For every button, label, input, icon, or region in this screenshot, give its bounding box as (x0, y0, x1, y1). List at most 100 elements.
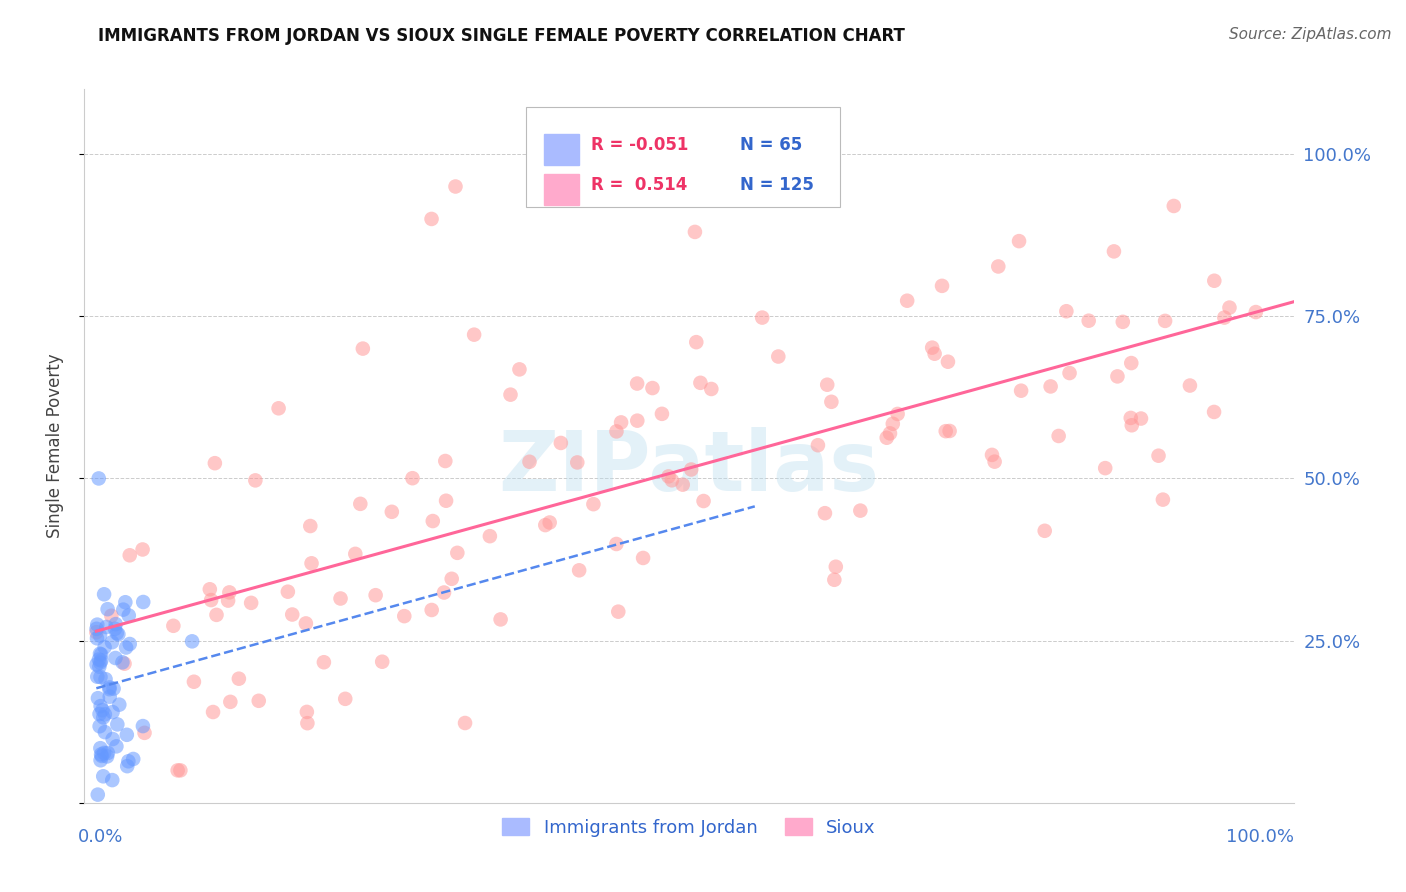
Point (118, 637, 141, 651)
Point (86, 657, 108, 672)
Text: N = 65: N = 65 (740, 136, 801, 154)
Point (181, 634, 204, 648)
Point (672, 477, 695, 491)
Point (90, 648, 112, 662)
Point (692, 494, 714, 508)
Point (228, 672, 250, 686)
Point (1202, 405, 1225, 419)
Point (381, 505, 404, 519)
Point (1094, 461, 1116, 475)
Point (89, 706, 111, 721)
Point (1204, 274, 1226, 288)
Point (768, 350, 790, 364)
Point (98, 690, 121, 704)
Point (626, 376, 648, 391)
Point (98, 682, 121, 697)
Point (1107, 369, 1129, 384)
Point (1121, 418, 1143, 433)
Point (422, 514, 444, 528)
Point (118, 549, 141, 563)
Point (607, 605, 630, 619)
Point (626, 414, 648, 428)
Point (1008, 234, 1031, 248)
Point (169, 764, 191, 778)
Point (91, 710, 114, 724)
Point (489, 612, 512, 626)
Point (700, 382, 723, 396)
Point (218, 585, 240, 599)
Point (886, 407, 908, 421)
Point (938, 424, 960, 438)
Point (295, 616, 318, 631)
Point (433, 585, 456, 599)
Point (90, 699, 112, 714)
Point (89, 670, 111, 684)
Point (519, 455, 541, 469)
Point (277, 584, 299, 599)
Point (267, 401, 290, 416)
Point (499, 387, 522, 401)
Text: IMMIGRANTS FROM JORDAN VS SIOUX SINGLE FEMALE POVERTY CORRELATION CHART: IMMIGRANTS FROM JORDAN VS SIOUX SINGLE F… (98, 27, 905, 45)
Point (200, 593, 222, 607)
Point (94, 707, 117, 722)
Point (394, 609, 416, 624)
Point (1178, 378, 1201, 392)
Point (90, 748, 112, 763)
Point (981, 448, 1004, 462)
Point (876, 431, 898, 445)
Point (89, 647, 111, 661)
Point (117, 754, 139, 768)
Point (1152, 492, 1174, 507)
Point (112, 602, 135, 616)
Point (823, 573, 845, 587)
Point (93, 640, 115, 654)
Point (987, 260, 1010, 274)
Text: R = -0.051: R = -0.051 (591, 136, 689, 154)
Point (86, 632, 108, 646)
Point (105, 626, 128, 640)
Point (582, 497, 605, 511)
Point (87, 652, 110, 666)
Point (94, 725, 117, 739)
Point (921, 341, 943, 355)
Point (205, 607, 228, 622)
Point (90, 653, 112, 667)
Point (434, 454, 457, 468)
Point (610, 416, 633, 430)
Point (820, 394, 842, 409)
Point (281, 607, 304, 622)
Point (1244, 305, 1267, 319)
Point (89, 659, 111, 673)
Point (295, 705, 318, 719)
Point (105, 717, 128, 731)
Point (86, 625, 108, 640)
Point (204, 456, 226, 470)
Point (444, 179, 467, 194)
Point (1039, 379, 1062, 393)
Point (1102, 244, 1125, 259)
Point (183, 674, 205, 689)
Point (434, 493, 457, 508)
Point (508, 362, 530, 376)
Point (312, 655, 335, 669)
Point (478, 529, 501, 543)
Point (115, 640, 138, 655)
Point (299, 519, 322, 533)
Point (879, 426, 901, 441)
Point (1121, 356, 1143, 370)
Point (202, 705, 225, 719)
Point (240, 596, 263, 610)
Point (101, 773, 124, 788)
Point (93, 587, 115, 601)
Point (114, 595, 136, 609)
Point (815, 377, 838, 392)
Point (344, 547, 367, 561)
Point (111, 656, 134, 670)
Point (104, 651, 127, 665)
Point (245, 474, 267, 488)
Point (751, 310, 773, 325)
Point (896, 293, 918, 308)
Point (1119, 411, 1142, 425)
Point (101, 705, 124, 719)
Point (100, 608, 122, 623)
